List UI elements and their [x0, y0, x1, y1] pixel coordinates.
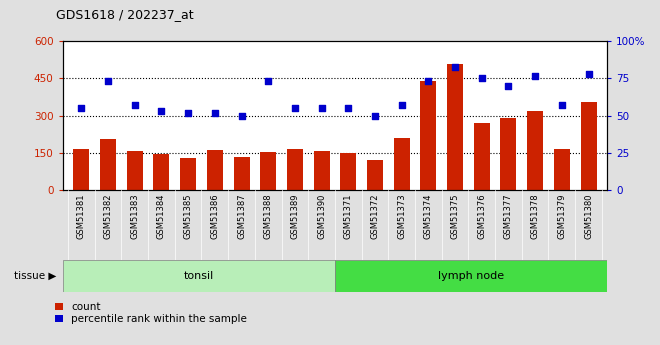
Point: [129, 102, 140, 108]
Point: [263, 79, 273, 84]
Point: [449, 64, 460, 69]
Bar: [527, 111, 543, 190]
Text: GSM51374: GSM51374: [424, 193, 433, 239]
Text: GSM51375: GSM51375: [451, 193, 459, 239]
Bar: [260, 152, 277, 190]
Bar: [234, 157, 249, 190]
Bar: [73, 149, 89, 190]
Text: GSM51386: GSM51386: [211, 193, 219, 239]
Text: GSM51373: GSM51373: [397, 193, 406, 239]
Bar: [335, 260, 607, 292]
Bar: [420, 81, 436, 190]
Text: GSM51379: GSM51379: [557, 193, 566, 239]
Bar: [554, 149, 570, 190]
Point: [530, 73, 541, 78]
Point: [236, 113, 247, 118]
Bar: [180, 158, 196, 190]
Point: [183, 110, 193, 115]
Bar: [287, 149, 303, 190]
Point: [156, 108, 167, 114]
Bar: [127, 151, 143, 190]
Bar: [207, 150, 223, 190]
Point: [397, 102, 407, 108]
Text: GSM51383: GSM51383: [130, 193, 139, 239]
Text: GSM51388: GSM51388: [264, 193, 273, 239]
Bar: [447, 63, 463, 190]
Text: GSM51387: GSM51387: [237, 193, 246, 239]
Text: GSM51390: GSM51390: [317, 193, 326, 239]
Text: GSM51372: GSM51372: [370, 193, 380, 239]
Text: GSM51371: GSM51371: [344, 193, 353, 239]
Bar: [100, 139, 116, 190]
Text: lymph node: lymph node: [438, 271, 504, 281]
Bar: [393, 138, 410, 190]
Text: tonsil: tonsil: [183, 271, 214, 281]
Point: [316, 105, 327, 111]
Bar: [153, 155, 170, 190]
Text: GSM51380: GSM51380: [584, 193, 593, 239]
Text: GSM51384: GSM51384: [157, 193, 166, 239]
Point: [76, 105, 86, 111]
Point: [503, 83, 513, 89]
Text: GSM51389: GSM51389: [290, 193, 300, 239]
Legend: count, percentile rank within the sample: count, percentile rank within the sample: [55, 302, 248, 324]
Bar: [367, 160, 383, 190]
Bar: [63, 260, 335, 292]
Point: [556, 102, 567, 108]
Text: GSM51381: GSM51381: [77, 193, 86, 239]
Bar: [341, 152, 356, 190]
Text: GSM51378: GSM51378: [531, 193, 540, 239]
Text: tissue ▶: tissue ▶: [14, 271, 56, 281]
Point: [423, 79, 434, 84]
Text: GSM51377: GSM51377: [504, 193, 513, 239]
Point: [343, 105, 354, 111]
Text: GSM51382: GSM51382: [104, 193, 113, 239]
Point: [583, 71, 594, 77]
Bar: [474, 123, 490, 190]
Text: GDS1618 / 202237_at: GDS1618 / 202237_at: [56, 8, 194, 21]
Bar: [500, 118, 516, 190]
Point: [210, 110, 220, 115]
Point: [290, 105, 300, 111]
Text: GSM51376: GSM51376: [477, 193, 486, 239]
Point: [103, 79, 114, 84]
Bar: [314, 151, 329, 190]
Bar: [581, 102, 597, 190]
Point: [370, 113, 380, 118]
Text: GSM51385: GSM51385: [183, 193, 193, 239]
Point: [477, 76, 487, 81]
